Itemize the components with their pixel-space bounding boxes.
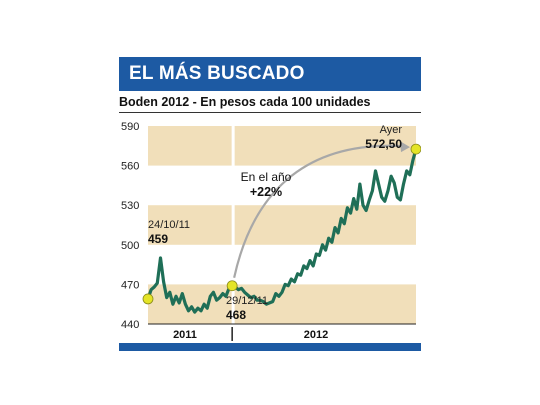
annotation-year-start-date: 29/12/11 [226,295,268,307]
y-tick-label: 440 [121,319,139,331]
chart-card: EL MÁS BUSCADO Boden 2012 - En pesos cad… [119,57,421,352]
y-tick-label: 470 [121,279,139,291]
annotation-start-value: 459 [148,232,168,246]
growth-arrow [233,144,403,278]
growth-arrow-head [400,141,410,153]
y-tick-label: 500 [121,240,139,252]
annotation-year-change: +22% [250,185,282,199]
y-tick-label: 590 [121,121,139,133]
annotation-start-date: 24/10/11 [148,219,190,231]
annotation-last-date: Ayer [380,124,403,136]
annotation-year-start-value: 468 [226,308,246,322]
shaded-band [148,205,416,245]
year-start-point [226,280,238,292]
chart-subtitle: Boden 2012 - En pesos cada 100 unidades [119,95,371,109]
last-point [410,143,421,155]
subtitle-divider [119,112,421,113]
title-bar: EL MÁS BUSCADO [119,57,421,91]
bottom-bar [119,343,421,351]
start-point [142,293,154,305]
y-tick-label: 530 [121,200,139,212]
series-line [146,147,418,314]
x-period-label-2012: 2012 [304,329,328,341]
annotation-year-label: En el año [241,170,292,184]
x-period-label-2011: 2011 [173,329,197,341]
y-tick-label: 560 [121,161,139,173]
chart-title: EL MÁS BUSCADO [129,63,305,84]
annotation-last-value: 572,50 [365,137,402,151]
